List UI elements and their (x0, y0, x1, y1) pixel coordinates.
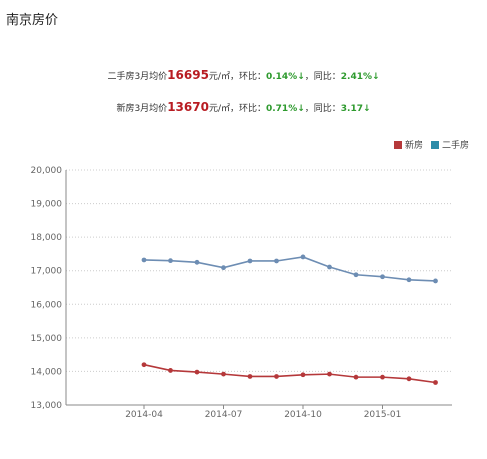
new-house-yoy-label: ，同比： (304, 104, 341, 114)
legend-item-new-house[interactable]: 新房 (393, 138, 423, 151)
data-point-second-hand (247, 258, 253, 264)
second-hand-mom: 0.14% (265, 72, 298, 82)
data-point-new-house (168, 368, 173, 373)
y-tick-label: 17,000 (31, 267, 63, 277)
second-hand-unit: 元/㎡，环比： (208, 72, 266, 82)
second-hand-yoy: 2.41% (340, 72, 372, 82)
y-tick-label: 14,000 (31, 367, 63, 377)
data-point-new-house (406, 376, 412, 382)
data-point-new-house (327, 371, 332, 377)
y-tick-label: 18,000 (31, 233, 63, 243)
data-point-second-hand (221, 265, 226, 271)
second-hand-yoy-label: ，同比： (304, 72, 341, 82)
chart-legend: 新房 二手房 (390, 138, 469, 151)
series-line-new-house (143, 363, 436, 384)
new-house-yoy: 3.17 (340, 104, 363, 114)
data-point-second-hand (300, 254, 306, 260)
second-hand-price: 16695 (167, 68, 209, 82)
x-tick-label: 2014-04 (125, 410, 163, 420)
data-point-second-hand (168, 258, 173, 264)
y-tick-label: 19,000 (31, 200, 63, 210)
data-point-new-house (380, 374, 385, 380)
data-point-new-house (274, 374, 279, 379)
data-point-second-hand (141, 257, 147, 263)
second-hand-mom-down-arrow-icon: ↓ (297, 72, 305, 82)
new-house-prefix: 新房3月均价 (116, 104, 168, 114)
data-point-second-hand (406, 277, 412, 283)
new-house-mom: 0.71% (265, 104, 298, 114)
x-tick-label: 2014-10 (284, 410, 322, 420)
data-point-new-house (141, 362, 147, 368)
second-hand-price-summary: 二手房3月均价16695元/㎡，环比：0.14%↓，同比：2.41%↓ (0, 68, 487, 82)
second-hand-yoy-down-arrow-icon: ↓ (372, 72, 380, 82)
x-tick-label: 2015-01 (364, 410, 402, 420)
legend-item-second-hand[interactable]: 二手房 (430, 138, 469, 151)
data-point-new-house (300, 372, 306, 378)
data-point-new-house (247, 374, 253, 379)
series-line-second-hand (143, 256, 436, 282)
second-hand-prefix: 二手房3月均价 (107, 72, 168, 82)
legend-swatch-new-house (393, 140, 402, 149)
new-house-mom-down-arrow-icon: ↓ (297, 104, 305, 114)
legend-label-new-house: 新房 (404, 141, 423, 151)
data-point-new-house (353, 374, 359, 380)
y-tick-label: 16,000 (31, 300, 63, 310)
data-point-new-house (221, 371, 226, 377)
y-tick-label: 15,000 (31, 334, 63, 344)
y-tick-label: 13,000 (31, 401, 63, 411)
data-point-second-hand (433, 278, 438, 284)
data-point-second-hand (274, 258, 279, 264)
new-house-price-summary: 新房3月均价13670元/㎡，环比：0.71%↓，同比：3.17↓ (0, 100, 487, 114)
data-point-new-house (194, 369, 200, 375)
data-point-new-house (433, 380, 438, 385)
x-tick-label: 2014-07 (205, 410, 243, 420)
page-title: 南京房价 (6, 13, 59, 28)
data-point-second-hand (353, 272, 359, 278)
legend-label-second-hand: 二手房 (441, 141, 469, 151)
data-point-second-hand (194, 259, 200, 265)
legend-swatch-second-hand (430, 140, 439, 149)
new-house-price: 13670 (167, 100, 209, 114)
y-tick-label: 20,000 (31, 166, 63, 176)
new-house-unit: 元/㎡，环比： (208, 104, 266, 114)
data-point-second-hand (327, 264, 332, 270)
new-house-yoy-down-arrow-icon: ↓ (363, 104, 371, 114)
data-point-second-hand (380, 274, 385, 280)
